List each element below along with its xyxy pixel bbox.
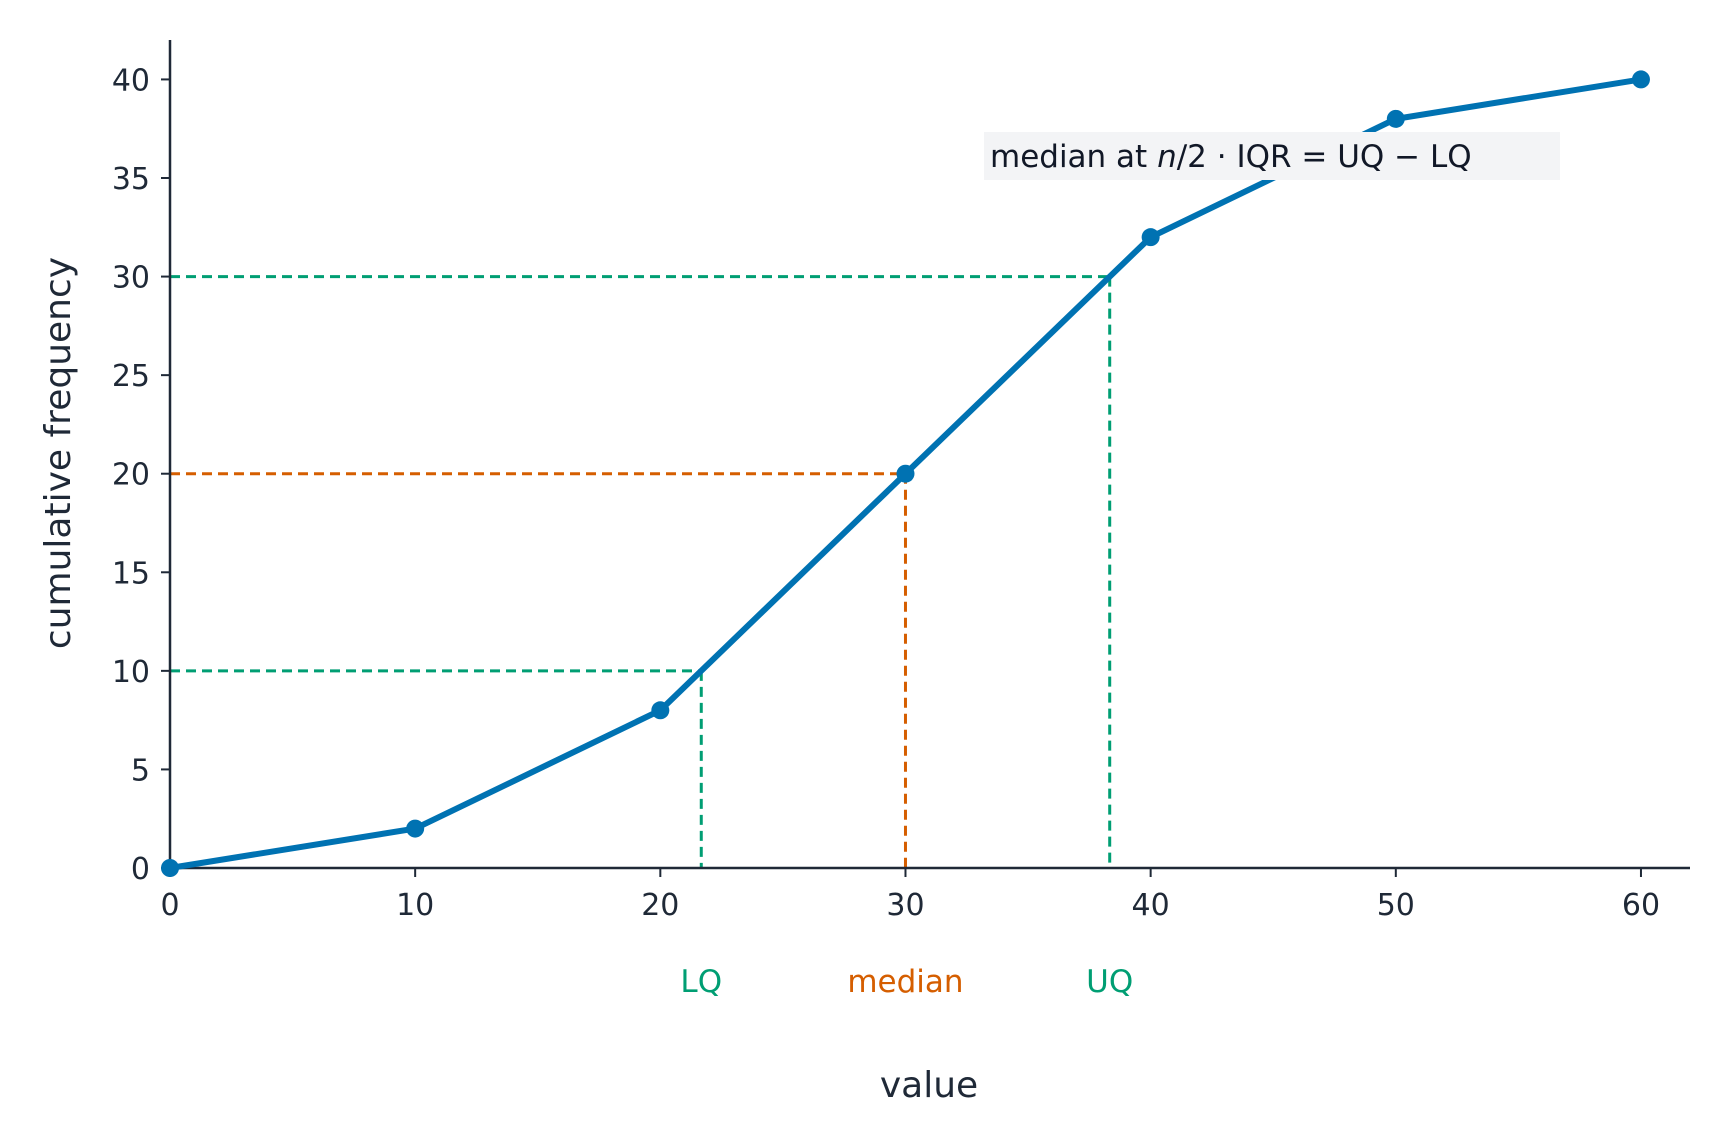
data-series (161, 70, 1650, 877)
annotation-prefix: median at (990, 139, 1157, 175)
y-axis-label: cumulative frequency (38, 257, 79, 649)
x-tick-label: 0 (160, 888, 179, 923)
x-tick-label: 60 (1622, 888, 1660, 923)
axes: 0 10 20 30 40 50 60 0 5 10 15 20 25 30 35 40 (112, 40, 1690, 923)
x-tick-label: 10 (396, 888, 434, 923)
data-point (1141, 228, 1160, 247)
median-label: median (847, 964, 963, 1000)
annotation-background (984, 132, 1560, 180)
data-point (651, 701, 670, 720)
lq-label: LQ (680, 964, 722, 1000)
x-tick-label: 50 (1377, 888, 1415, 923)
annotation-n: n (1157, 139, 1177, 175)
annotation-box: median at n/2 · IQR = UQ − LQ (984, 132, 1560, 180)
labels: LQ median UQ (680, 964, 1133, 1000)
uq-label: UQ (1086, 964, 1133, 1000)
y-tick-label: 40 (112, 63, 150, 98)
y-tick-label: 35 (112, 162, 150, 197)
annotation-suffix: /2 · IQR = UQ − LQ (1177, 139, 1472, 175)
y-tick-label: 30 (112, 261, 150, 296)
reference-lines (170, 275, 1112, 868)
data-point (896, 464, 915, 483)
data-point (406, 819, 425, 838)
y-tick-label: 5 (131, 753, 150, 788)
y-tick-label: 0 (131, 852, 150, 887)
y-tick-label: 15 (112, 556, 150, 591)
x-tick-label: 20 (641, 888, 679, 923)
x-tick-label: 30 (886, 888, 924, 923)
annotation-text: median at n/2 · IQR = UQ − LQ (990, 139, 1472, 175)
x-tick-label: 40 (1132, 888, 1170, 923)
data-point (1386, 109, 1405, 128)
y-tick-label: 25 (112, 359, 150, 394)
data-point (1631, 70, 1650, 89)
y-tick-label: 20 (112, 458, 150, 493)
y-tick-label: 10 (112, 655, 150, 690)
x-axis-label: value (880, 1065, 978, 1106)
data-point (161, 859, 179, 877)
